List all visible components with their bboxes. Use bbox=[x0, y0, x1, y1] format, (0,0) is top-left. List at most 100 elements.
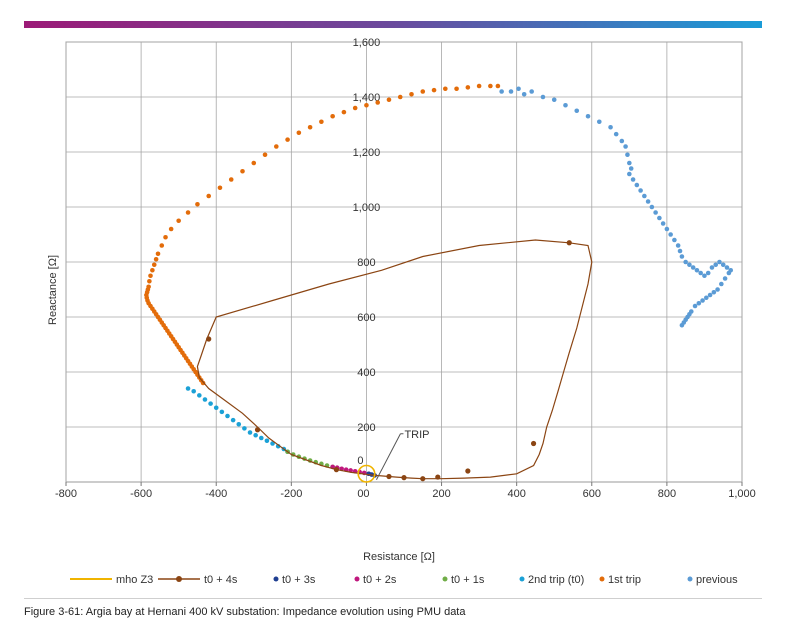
legend-item: previous bbox=[687, 574, 738, 586]
data-point bbox=[700, 298, 705, 303]
y-tick-label: 1,000 bbox=[353, 202, 381, 214]
legend-item: mho Z3 bbox=[70, 574, 153, 586]
data-point bbox=[465, 85, 471, 90]
data-point bbox=[465, 468, 471, 474]
y-axis-title: Reactance [Ω] bbox=[47, 255, 59, 325]
legend-marker bbox=[176, 576, 182, 582]
data-point bbox=[476, 83, 482, 89]
y-tick-label: 0 bbox=[357, 488, 363, 500]
data-point bbox=[206, 193, 212, 199]
data-point bbox=[672, 237, 677, 243]
y-tick-label: 1,400 bbox=[353, 92, 381, 104]
data-point bbox=[521, 91, 527, 97]
x-tick-label: -400 bbox=[205, 488, 227, 500]
legend-item: t0 + 1s bbox=[442, 574, 485, 586]
data-point bbox=[270, 441, 275, 446]
data-point bbox=[397, 94, 403, 100]
x-tick-label: 400 bbox=[507, 488, 525, 500]
data-point bbox=[683, 259, 688, 265]
data-point bbox=[155, 251, 161, 257]
figure-caption: Figure 3-61: Argia bay at Hernani 400 kV… bbox=[24, 606, 466, 618]
data-point bbox=[228, 177, 234, 182]
legend-label: previous bbox=[696, 574, 738, 586]
data-point bbox=[420, 89, 426, 94]
data-point bbox=[401, 475, 407, 481]
data-point bbox=[258, 435, 264, 441]
legend-marker bbox=[442, 576, 448, 582]
data-point bbox=[566, 240, 572, 246]
data-point bbox=[176, 218, 181, 224]
data-point bbox=[185, 210, 191, 215]
trip-label: TRIP bbox=[404, 429, 429, 441]
data-point bbox=[217, 185, 223, 191]
data-point bbox=[619, 138, 625, 144]
y-tick-label: 1,200 bbox=[353, 147, 381, 159]
data-point bbox=[715, 287, 720, 292]
data-point bbox=[213, 405, 219, 411]
legend-label: 2nd trip (t0) bbox=[528, 574, 584, 586]
y-tick-label: 600 bbox=[357, 312, 375, 324]
data-point bbox=[262, 152, 268, 158]
data-point bbox=[585, 113, 591, 119]
data-point bbox=[236, 421, 242, 427]
data-point bbox=[540, 94, 546, 100]
series-2nd-trip-t0- bbox=[185, 386, 290, 455]
x-tick-label: 0 bbox=[363, 488, 369, 500]
legend-label: t0 + 1s bbox=[451, 574, 485, 586]
data-point bbox=[148, 273, 153, 279]
legend-marker bbox=[354, 576, 360, 582]
data-point bbox=[208, 401, 213, 406]
legend-marker bbox=[273, 576, 279, 582]
x-zero-label: 0 bbox=[357, 455, 363, 467]
data-point bbox=[516, 86, 521, 92]
data-point bbox=[675, 243, 681, 248]
caption-block: Figure 3-61: Argia bay at Hernani 400 kV… bbox=[24, 598, 762, 618]
x-tick-label: 600 bbox=[583, 488, 601, 500]
data-point bbox=[696, 300, 702, 306]
data-point bbox=[613, 131, 619, 137]
data-point bbox=[608, 124, 613, 130]
data-point bbox=[341, 109, 347, 115]
data-point bbox=[668, 232, 673, 237]
data-point bbox=[705, 270, 711, 276]
x-axis-title: Resistance [Ω] bbox=[363, 551, 435, 563]
data-point bbox=[202, 397, 208, 402]
data-point bbox=[225, 413, 230, 419]
series-t0-plus-4s bbox=[196, 239, 593, 482]
data-point bbox=[642, 193, 647, 199]
data-point bbox=[443, 86, 448, 92]
y-tick-label: 800 bbox=[357, 257, 375, 269]
data-point bbox=[330, 113, 335, 119]
data-point bbox=[319, 119, 324, 125]
data-point bbox=[630, 177, 636, 182]
legend-marker bbox=[687, 576, 693, 582]
data-point bbox=[191, 388, 196, 394]
data-point bbox=[698, 270, 703, 276]
data-point bbox=[660, 221, 666, 226]
data-point bbox=[151, 262, 157, 268]
data-point bbox=[251, 160, 257, 166]
legend-label: mho Z3 bbox=[116, 574, 153, 586]
data-point bbox=[694, 267, 700, 273]
x-axis-ticks: -800 -600 -400 -200 0 200 400 600 800 1,000 bbox=[55, 488, 756, 500]
data-point bbox=[709, 265, 715, 270]
data-point bbox=[296, 130, 302, 136]
data-point bbox=[627, 160, 632, 166]
y-tick-label: 1,600 bbox=[353, 37, 381, 49]
data-point bbox=[150, 267, 155, 273]
data-point bbox=[163, 234, 168, 240]
data-point bbox=[230, 417, 236, 423]
legend-label: t0 + 4s bbox=[204, 574, 238, 586]
y-tick-label: 400 bbox=[357, 367, 375, 379]
data-point bbox=[687, 262, 692, 268]
data-point bbox=[638, 188, 643, 193]
data-point bbox=[195, 201, 200, 207]
data-point bbox=[333, 467, 339, 473]
data-point bbox=[563, 102, 568, 108]
data-point bbox=[247, 430, 253, 435]
data-point bbox=[720, 262, 726, 268]
legend-item: t0 + 3s bbox=[273, 574, 316, 586]
data-point bbox=[168, 226, 174, 232]
data-point bbox=[264, 438, 270, 444]
